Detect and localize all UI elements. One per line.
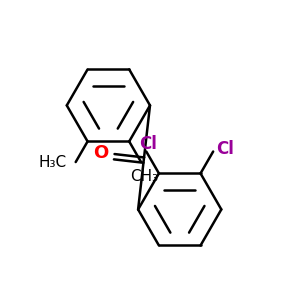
Text: H₃C: H₃C	[39, 154, 67, 169]
Text: O: O	[94, 143, 109, 161]
Text: Cl: Cl	[216, 140, 234, 158]
Text: Cl: Cl	[139, 135, 157, 153]
Text: CH₃: CH₃	[130, 169, 158, 184]
